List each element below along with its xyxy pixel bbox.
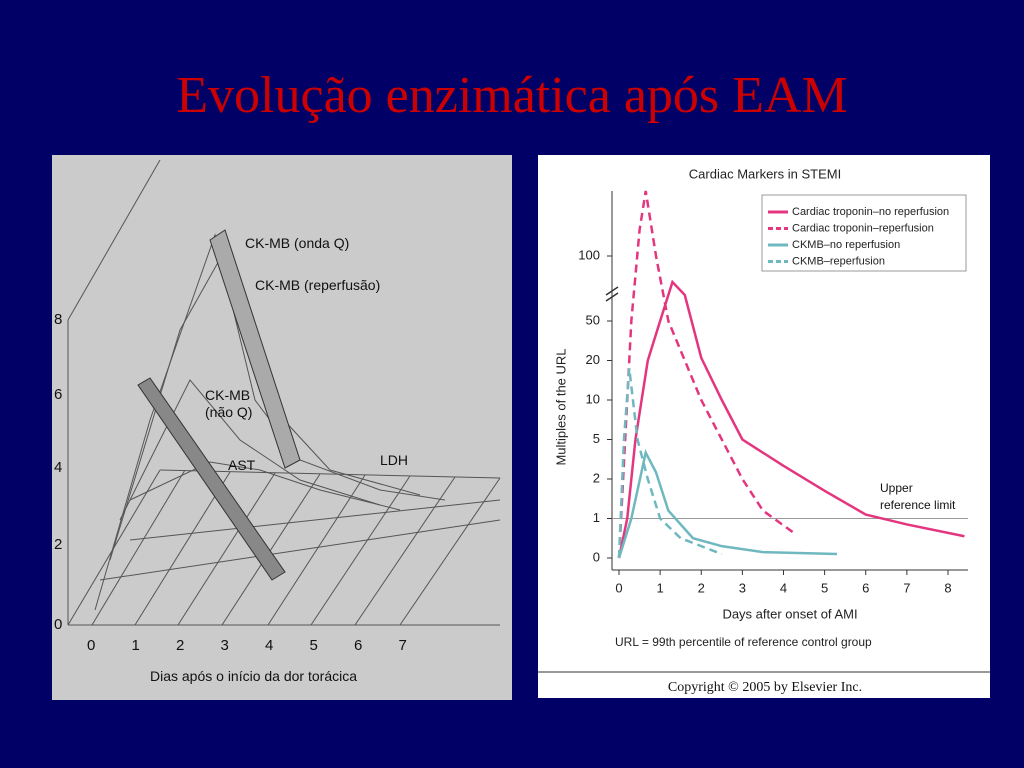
left-x-axis-label: Dias após o início da dor torácica [150,668,357,684]
left-x-tick-label: 4 [265,637,274,654]
y-tick-label: 50 [586,312,600,327]
left-ast-ribbon [137,377,286,581]
x-tick-label: 8 [944,580,951,595]
data-line [617,190,797,559]
x-tick-label: 6 [862,580,869,595]
x-tick-label: 2 [698,580,705,595]
left-x-tick-label: 5 [309,637,318,654]
legend-label: Cardiac troponin–no reperfusion [792,206,949,218]
copyright: Copyright © 2005 by Elsevier Inc. [668,680,862,695]
left-x-tick-label: 2 [176,637,185,654]
axis-break [605,292,619,302]
curve-label: AST [228,457,256,473]
y-tick-label: 10 [586,391,600,406]
y-axis-label: Multiples of the URL [553,348,568,465]
legend-label: CKMB–reperfusion [792,255,885,267]
data-line [617,449,837,559]
left-ckmb-ribbon [209,229,301,469]
curve-label: CK-MB (reperfusão) [255,277,381,293]
left-3d-frame [67,159,501,626]
x-tick-label: 3 [739,580,746,595]
left-x-tick-label: 0 [87,637,96,654]
x-axis-label: Days after onset of AMI [722,606,857,621]
curve-label: CK-MB (não Q) [205,387,253,420]
legend-box [761,194,967,272]
chart-note: URL = 99th percentile of reference contr… [615,635,872,649]
y-tick-label: 5 [593,431,600,446]
annotation: Upper reference limit [880,481,956,512]
x-tick-label: 0 [615,580,622,595]
left-x-tick-label: 6 [354,637,363,654]
axis-break [605,286,619,296]
left-y-tick-label: 6 [54,386,63,403]
curve-label: CK-MB (onda Q) [245,235,350,251]
left-x-tick-label: 1 [131,637,140,654]
y-tick-label: 0 [593,549,600,564]
chart-title: Cardiac Markers in STEMI [689,166,841,181]
legend-label: Cardiac troponin–reperfusion [792,222,934,234]
left-y-tick-label: 8 [54,311,63,328]
data-line [617,368,723,559]
left-y-tick-label: 2 [54,536,63,553]
left-x-tick-label: 3 [220,637,229,654]
y-tick-label: 100 [578,247,600,262]
y-tick-label: 1 [593,510,600,525]
curve-label: LDH [380,452,409,468]
x-tick-label: 5 [821,580,828,595]
x-tick-label: 4 [780,580,787,595]
y-tick-label: 2 [593,470,600,485]
x-tick-label: 1 [657,580,664,595]
legend-label: CKMB–no reperfusion [792,239,900,251]
y-tick-label: 20 [586,352,600,367]
left-y-tick-label: 0 [54,616,63,633]
slide-title: Evolução enzimática após EAM [176,67,847,124]
left-y-tick-label: 4 [54,459,63,476]
data-line [617,279,965,559]
left-x-tick-label: 7 [398,637,407,654]
x-tick-label: 7 [903,580,910,595]
